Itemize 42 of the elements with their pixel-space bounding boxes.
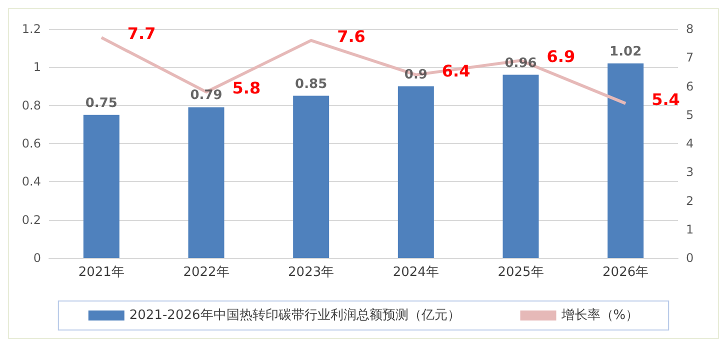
y-tick-label: 0.4 xyxy=(22,174,41,189)
legend-label: 增长率（%） xyxy=(560,307,639,323)
x-tick-label: 2023年 xyxy=(288,265,334,280)
y2-tick-label: 8 xyxy=(686,22,694,36)
x-tick-label: 2025年 xyxy=(498,265,544,280)
data-label: 5.8 xyxy=(232,78,261,98)
y-tick-label: 0.8 xyxy=(22,98,41,112)
y-tick-label: 1 xyxy=(33,60,41,74)
bar xyxy=(502,74,539,258)
legend-label: 2021-2026年中国热转印碳带行业利润总额预测（亿元） xyxy=(129,308,460,323)
y-tick-label: 0 xyxy=(33,251,41,265)
data-label: 6.9 xyxy=(546,46,576,66)
bar xyxy=(83,114,120,258)
y2-tick-label: 0 xyxy=(686,251,694,265)
y2-tick-label: 3 xyxy=(686,165,694,180)
data-label: 5.4 xyxy=(652,90,680,109)
y2-tick-label: 5 xyxy=(686,108,694,122)
bar xyxy=(608,63,644,258)
x-tick-label: 2026年 xyxy=(602,265,649,280)
data-label: 0.96 xyxy=(504,56,537,71)
data-label: 6.4 xyxy=(442,61,470,80)
y-tick-label: 0.2 xyxy=(22,212,41,227)
x-tick-label: 2021年 xyxy=(78,265,124,280)
y2-tick-label: 7 xyxy=(686,50,694,65)
data-label: 0.85 xyxy=(295,76,328,92)
bar xyxy=(188,107,224,258)
data-label: 7.7 xyxy=(127,24,156,44)
data-label: 7.6 xyxy=(337,26,366,46)
y-tick-label: 1.2 xyxy=(22,22,41,36)
data-label: 1.02 xyxy=(610,44,642,60)
y2-tick-label: 4 xyxy=(686,136,694,150)
y2-tick-label: 2 xyxy=(686,194,694,208)
data-label: 0.75 xyxy=(85,96,118,111)
bar xyxy=(398,86,434,258)
x-tick-label: 2022年 xyxy=(183,265,230,280)
bar xyxy=(293,96,330,258)
data-label: 0.79 xyxy=(190,88,222,104)
x-tick-label: 2024年 xyxy=(392,265,439,280)
y2-tick-label: 6 xyxy=(686,79,694,94)
data-label: 0.9 xyxy=(404,67,428,82)
y-tick-label: 0.6 xyxy=(22,136,41,150)
y2-tick-label: 1 xyxy=(686,222,694,236)
